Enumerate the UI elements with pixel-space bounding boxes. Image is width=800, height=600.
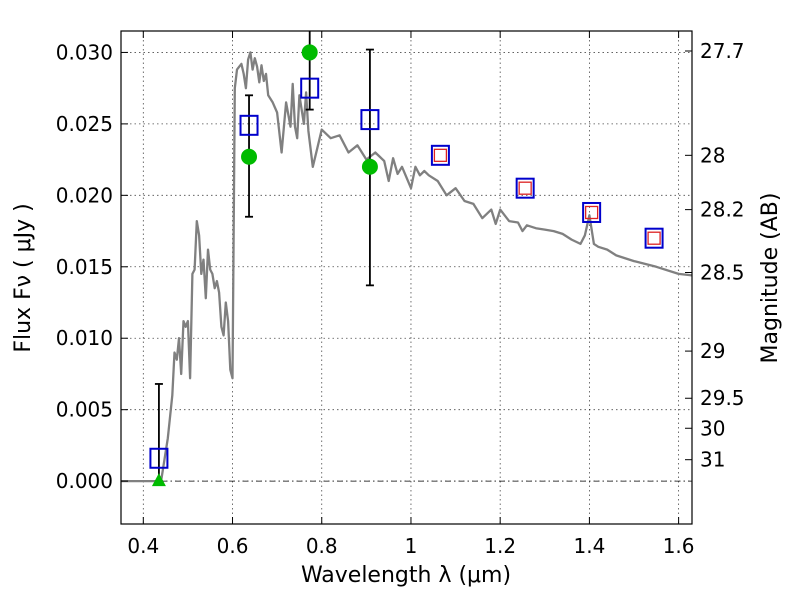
y-axis-label: Flux Fν ( μJy ) — [11, 203, 36, 352]
x-tick-label: 0.6 — [217, 534, 249, 558]
observed-square-point — [644, 227, 664, 249]
axis-ticks: 0.4 0.6 0.8 1 1.2 1.4 1.6 0.000 0.005 0.010 0.015 0… — [56, 31, 745, 558]
y-tick-label: 0.000 — [56, 469, 113, 493]
green-circle-point — [301, 44, 318, 61]
y2-tick-label: 27.7 — [700, 39, 745, 63]
y-tick-label: 0.025 — [56, 112, 113, 136]
y2-tick-label: 31 — [700, 448, 725, 472]
green-circle-point — [361, 158, 378, 175]
green-triangle-point — [151, 473, 166, 487]
model-square-point — [647, 231, 661, 245]
y-tick-label: 0.020 — [56, 183, 113, 207]
y2-tick-label: 29.5 — [700, 386, 745, 410]
observed-square-point — [300, 77, 320, 99]
x-tick-label: 1 — [405, 534, 418, 558]
observed-square-point — [515, 177, 535, 199]
x-tick-label: 1.6 — [663, 534, 695, 558]
grid-lines — [121, 31, 692, 524]
observed-square-point — [149, 447, 169, 469]
observed-square-point — [430, 144, 450, 166]
observed-square-point — [360, 109, 380, 131]
y2-tick-label: 30 — [700, 416, 725, 440]
model-square-point — [518, 181, 532, 195]
y2-tick-label: 28.2 — [700, 198, 745, 222]
y2-tick-label: 28 — [700, 143, 725, 167]
y2-axis-label: Magnitude (AB) — [758, 193, 783, 364]
model-square-point — [433, 148, 448, 162]
y-tick-label: 0.010 — [56, 326, 113, 350]
x-axis-label: Wavelength λ (μm) — [301, 563, 511, 588]
y2-tick-label: 29 — [700, 339, 725, 363]
y-tick-label: 0.030 — [56, 40, 113, 64]
x-tick-label: 1.4 — [573, 534, 605, 558]
plot-frame — [120, 30, 693, 525]
x-tick-label: 1.2 — [484, 534, 516, 558]
y2-tick-label: 28.5 — [700, 260, 745, 284]
model-spectrum — [121, 51, 693, 483]
y-tick-label: 0.015 — [56, 255, 113, 279]
green-circle-point — [241, 148, 258, 165]
photometry-markers — [149, 44, 664, 487]
plot-background — [121, 31, 692, 524]
y-tick-label: 0.005 — [56, 398, 113, 422]
x-tick-label: 0.4 — [127, 534, 159, 558]
observed-square-point — [582, 201, 602, 223]
model-square-point — [584, 205, 599, 220]
observed-square-point — [239, 114, 259, 136]
model-sed-line — [121, 51, 693, 483]
x-tick-label: 0.8 — [306, 534, 338, 558]
